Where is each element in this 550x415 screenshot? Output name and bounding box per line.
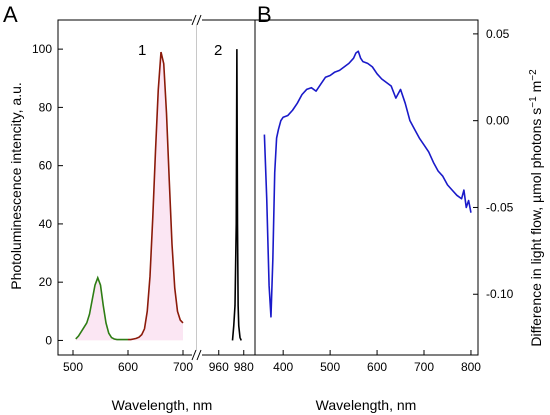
a-y-tick-label: 80 — [39, 100, 53, 114]
series-2-line — [231, 49, 242, 341]
a-y-tick-label: 20 — [39, 275, 53, 289]
panel-a-fill — [75, 52, 183, 341]
panel-b-x-axis-title: Wavelength, nm — [316, 397, 417, 413]
axis-break-gap — [192, 15, 202, 25]
panel-b: B -0.10 -0.05 0.00 0.05 400 500 600 700 800 Wav… — [254, 2, 544, 413]
a-x-tick-label: 980 — [234, 360, 254, 374]
peak-label-1: 1 — [138, 42, 146, 59]
b-x-tick-label: 600 — [367, 360, 387, 374]
panel-b-y-axis-title-sup2: −2 — [528, 69, 539, 81]
panel-a: A 0 20 40 60 80 100 500 600 700 960 980 1 2 Wavel… — [3, 2, 256, 413]
panel-b-y-ticks: -0.10 -0.05 0.00 0.05 — [473, 27, 514, 301]
b-x-tick-label: 400 — [273, 360, 293, 374]
panel-b-frame — [254, 19, 479, 356]
b-x-tick-label: 800 — [461, 360, 481, 374]
axis-break-slash — [196, 14, 202, 26]
panel-b-x-ticks: 400 500 600 700 800 — [273, 350, 481, 374]
b-y-tick-label: -0.05 — [486, 200, 514, 214]
a-y-tick-label: 0 — [45, 333, 52, 347]
panel-a-y-ticks: 0 20 40 60 80 100 — [32, 42, 63, 347]
panel-b-series — [263, 50, 472, 318]
peak-label-2: 2 — [214, 42, 222, 59]
series-1-red-segment — [128, 51, 184, 341]
b-x-tick-label: 700 — [414, 360, 434, 374]
a-x-tick-label: 500 — [63, 360, 83, 374]
a-x-tick-label: 700 — [173, 360, 193, 374]
panel-b-y-axis-title-mid: m — [528, 81, 544, 97]
a-y-tick-label: 100 — [32, 42, 52, 56]
panel-b-y-axis-title-sup1: −1 — [528, 96, 539, 108]
panel-a-letter: A — [3, 2, 18, 27]
a-y-tick-label: 60 — [39, 159, 53, 173]
b-y-tick-label: 0.00 — [486, 114, 510, 128]
axis-break-slash — [191, 14, 197, 26]
a-y-tick-label: 40 — [39, 217, 53, 231]
a-x-tick-label: 960 — [209, 360, 229, 374]
axis-break-slash — [191, 349, 197, 361]
axis-break-slash — [196, 349, 202, 361]
panel-b-y-axis-title-main: Difference in light flow, µmol photons s — [528, 108, 544, 347]
panel-b-letter: B — [257, 2, 272, 27]
panel-a-series — [75, 49, 242, 341]
a-x-tick-label: 600 — [118, 360, 138, 374]
axis-break-gap — [192, 350, 202, 360]
panel-a-x-ticks: 500 600 700 960 980 — [63, 350, 254, 374]
b-x-tick-label: 500 — [320, 360, 340, 374]
panel-a-axis-break — [191, 14, 202, 361]
panel-a-x-axis-title: Wavelength, nm — [112, 397, 213, 413]
b-y-tick-label: 0.05 — [486, 27, 510, 41]
panel-b-y-axis-title: Difference in light flow, µmol photons s… — [528, 69, 544, 347]
series-1-green-segment — [75, 275, 128, 341]
difference-line — [263, 50, 472, 318]
b-y-tick-label: -0.10 — [486, 287, 514, 301]
panel-a-y-axis-title: Photoluminescence intencity, a.u. — [8, 82, 24, 290]
